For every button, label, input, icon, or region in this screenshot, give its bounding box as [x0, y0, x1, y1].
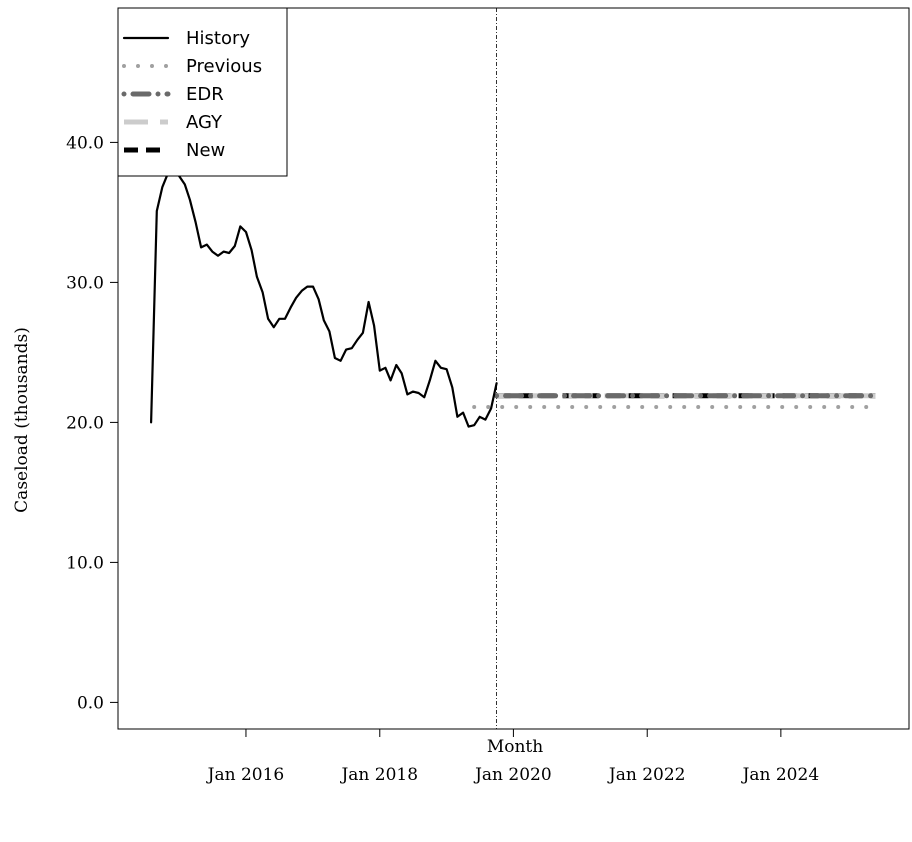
y-tick-label: 0.0	[77, 693, 104, 713]
x-tick-label: Jan 2016	[206, 765, 285, 785]
y-axis-label: Caseload (thousands)	[12, 327, 32, 513]
y-tick-label: 20.0	[66, 413, 104, 433]
legend-item: Previous	[122, 56, 262, 77]
series-history-line	[150, 149, 498, 428]
legend-item: History	[122, 28, 250, 49]
legend-item: AGY	[124, 112, 223, 133]
legend-label: New	[186, 140, 225, 161]
legend-label: Previous	[186, 56, 262, 77]
y-tick-label: 30.0	[66, 273, 104, 293]
x-tick-label: Jan 2022	[607, 765, 686, 785]
legend-item: EDR	[121, 84, 224, 105]
legend-label: History	[186, 28, 250, 49]
x-tick-label: Jan 2020	[473, 765, 552, 785]
y-tick-label: 40.0	[66, 133, 104, 153]
x-tick-label: Jan 2018	[339, 765, 418, 785]
legend-label: AGY	[186, 112, 223, 133]
y-tick-label: 10.0	[66, 553, 104, 573]
legend: History Previous EDR AGY New	[117, 7, 288, 177]
y-axis: 0.0 10.0 20.0 30.0 40.0	[66, 133, 118, 713]
legend-item: New	[124, 140, 225, 161]
x-axis: Jan 2016 Jan 2018 Jan 2020 Jan 2022 Jan 2024	[206, 729, 819, 785]
legend-label: EDR	[186, 84, 224, 105]
x-tick-label: Jan 2024	[741, 765, 820, 785]
x-axis-label: Month	[487, 737, 543, 757]
